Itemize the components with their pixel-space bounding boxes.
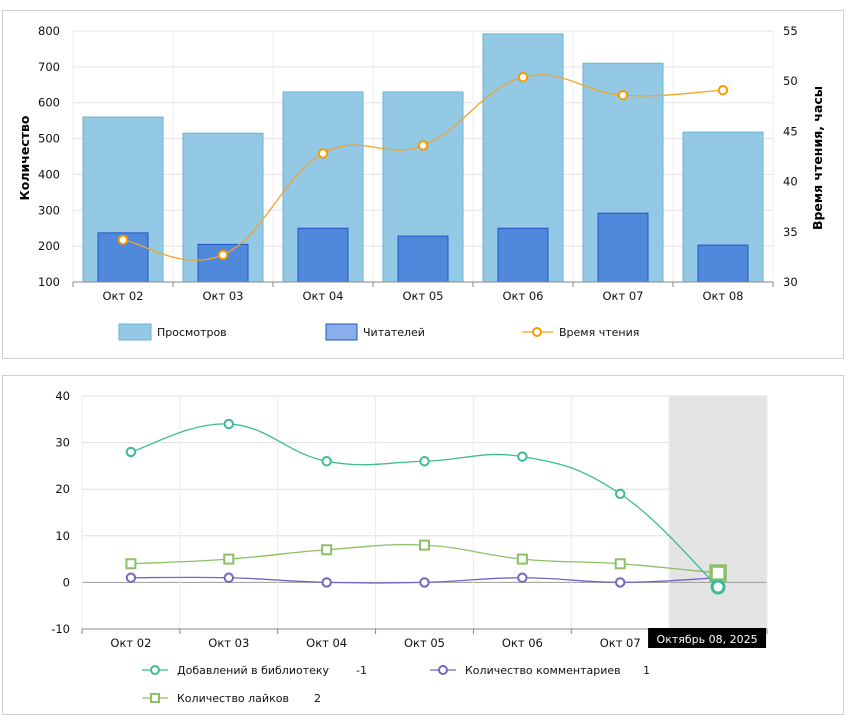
series-point-circle [419,577,430,588]
x-tick-label: Окт 07 [603,289,644,303]
left-tick-label: 200 [38,239,60,253]
legend-label-views: Просмотров [157,326,227,339]
series-point-square [614,558,626,570]
y-tick-label: 30 [55,436,70,450]
left-tick-label: 100 [38,275,60,289]
bar-readers [597,212,649,283]
series-point-circle [517,451,528,462]
reading-time-point [117,234,129,246]
legend-marker-circle [150,665,160,675]
y-tick-label: -10 [51,622,70,636]
top-axes: 100 200 300 400 500 600 700 800 30 35 40 45 50 55 Окт … [38,24,798,303]
y-tick-label: 20 [55,482,70,496]
legend-current-value: -1 [356,664,367,677]
series-point-circle [615,488,626,500]
series-point-circle [517,572,528,583]
reading-time-point [417,140,429,151]
series-point-circle [321,577,332,588]
legend-marker-reading-time [532,327,542,337]
series-point-square [709,564,727,582]
right-tick-label: 45 [783,124,798,138]
series-point-square [419,539,430,551]
series-point-circle [125,446,137,458]
left-tick-label: 600 [38,96,60,110]
x-tick-label: Окт 06 [503,289,544,303]
reading-time-point [617,90,629,101]
x-axis-tooltip-bg [648,628,767,648]
x-tick-label: Окт 05 [403,289,444,303]
legend-marker-circle [438,665,448,675]
reading-time-point [217,249,229,261]
left-tick-label: 500 [38,132,60,146]
x-tick-label: Окт 05 [404,636,445,650]
legend-label: Добавлений в библиотеку [177,664,330,677]
reading-time-point [517,71,529,83]
y-tick-label: 0 [63,575,70,589]
x-tick-label: Окт 08 [703,289,744,303]
series-point-circle [125,572,137,583]
right-axis-title: Время чтения, часы [810,86,825,230]
series-point-square [125,558,137,570]
bottom-axes: -10 0 10 20 30 40 Окт 02 Окт 03 Окт 04 Окт 05 Окт … [51,389,768,650]
series-point-square [223,553,235,565]
series-point-square [516,553,528,565]
x-tick-label: Окт 04 [303,289,344,303]
series-point-circle [223,418,234,430]
series-point-circle [615,577,626,588]
right-tick-label: 50 [783,74,798,88]
bottom-gridlines [81,395,768,630]
right-tick-label: 35 [783,225,798,239]
left-axis-title: Количество [17,115,32,200]
left-tick-label: 800 [38,24,60,38]
x-tick-label: Окт 06 [502,636,543,650]
series-point-circle [710,579,726,595]
x-tick-label: Окт 03 [203,289,244,303]
left-tick-label: 400 [38,167,60,181]
bottom-legend: Добавлений в библиотеку -1 Количество комм… [142,664,650,705]
series-point-circle [419,456,430,467]
y-tick-label: 10 [55,529,70,543]
x-tick-label: Окт 03 [208,636,249,650]
bar-readers [397,235,449,283]
reading-time-point [317,148,329,159]
series-path [130,423,719,588]
right-tick-label: 40 [783,175,798,189]
legend-swatch-readers [325,323,358,341]
bar-readers [697,244,749,283]
legend-label: Количество лайков [177,692,289,705]
legend-label-readers: Читателей [363,326,425,339]
series-point-circle [321,456,332,467]
legend-label: Количество комментариев [465,664,621,677]
legend-label-reading-time: Время чтения [559,326,639,339]
x-tick-label: Окт 02 [103,289,144,303]
y-tick-label: 40 [55,389,70,403]
x-tick-label: Окт 04 [306,636,347,650]
reading-time-point [717,85,729,96]
right-tick-label: 55 [783,24,798,38]
legend-marker-square [150,693,160,703]
legend-current-value: 1 [643,664,650,677]
legend-swatch-views [118,323,152,341]
reading-time-line [117,71,729,261]
left-tick-label: 300 [38,203,60,217]
top-legend: Просмотров Читателей Время чтения [118,323,639,341]
series-point-circle [223,572,234,583]
bottom-lines [125,418,727,595]
x-axis-tooltip-label: Октябрь 08, 2025 [657,633,758,646]
x-tick-label: Окт 07 [600,636,641,650]
legend-current-value: 2 [314,692,321,705]
x-tick-label: Окт 02 [110,636,151,650]
right-tick-label: 30 [783,275,798,289]
bar-readers [497,227,549,283]
left-tick-label: 700 [38,60,60,74]
series-point-square [321,544,333,556]
